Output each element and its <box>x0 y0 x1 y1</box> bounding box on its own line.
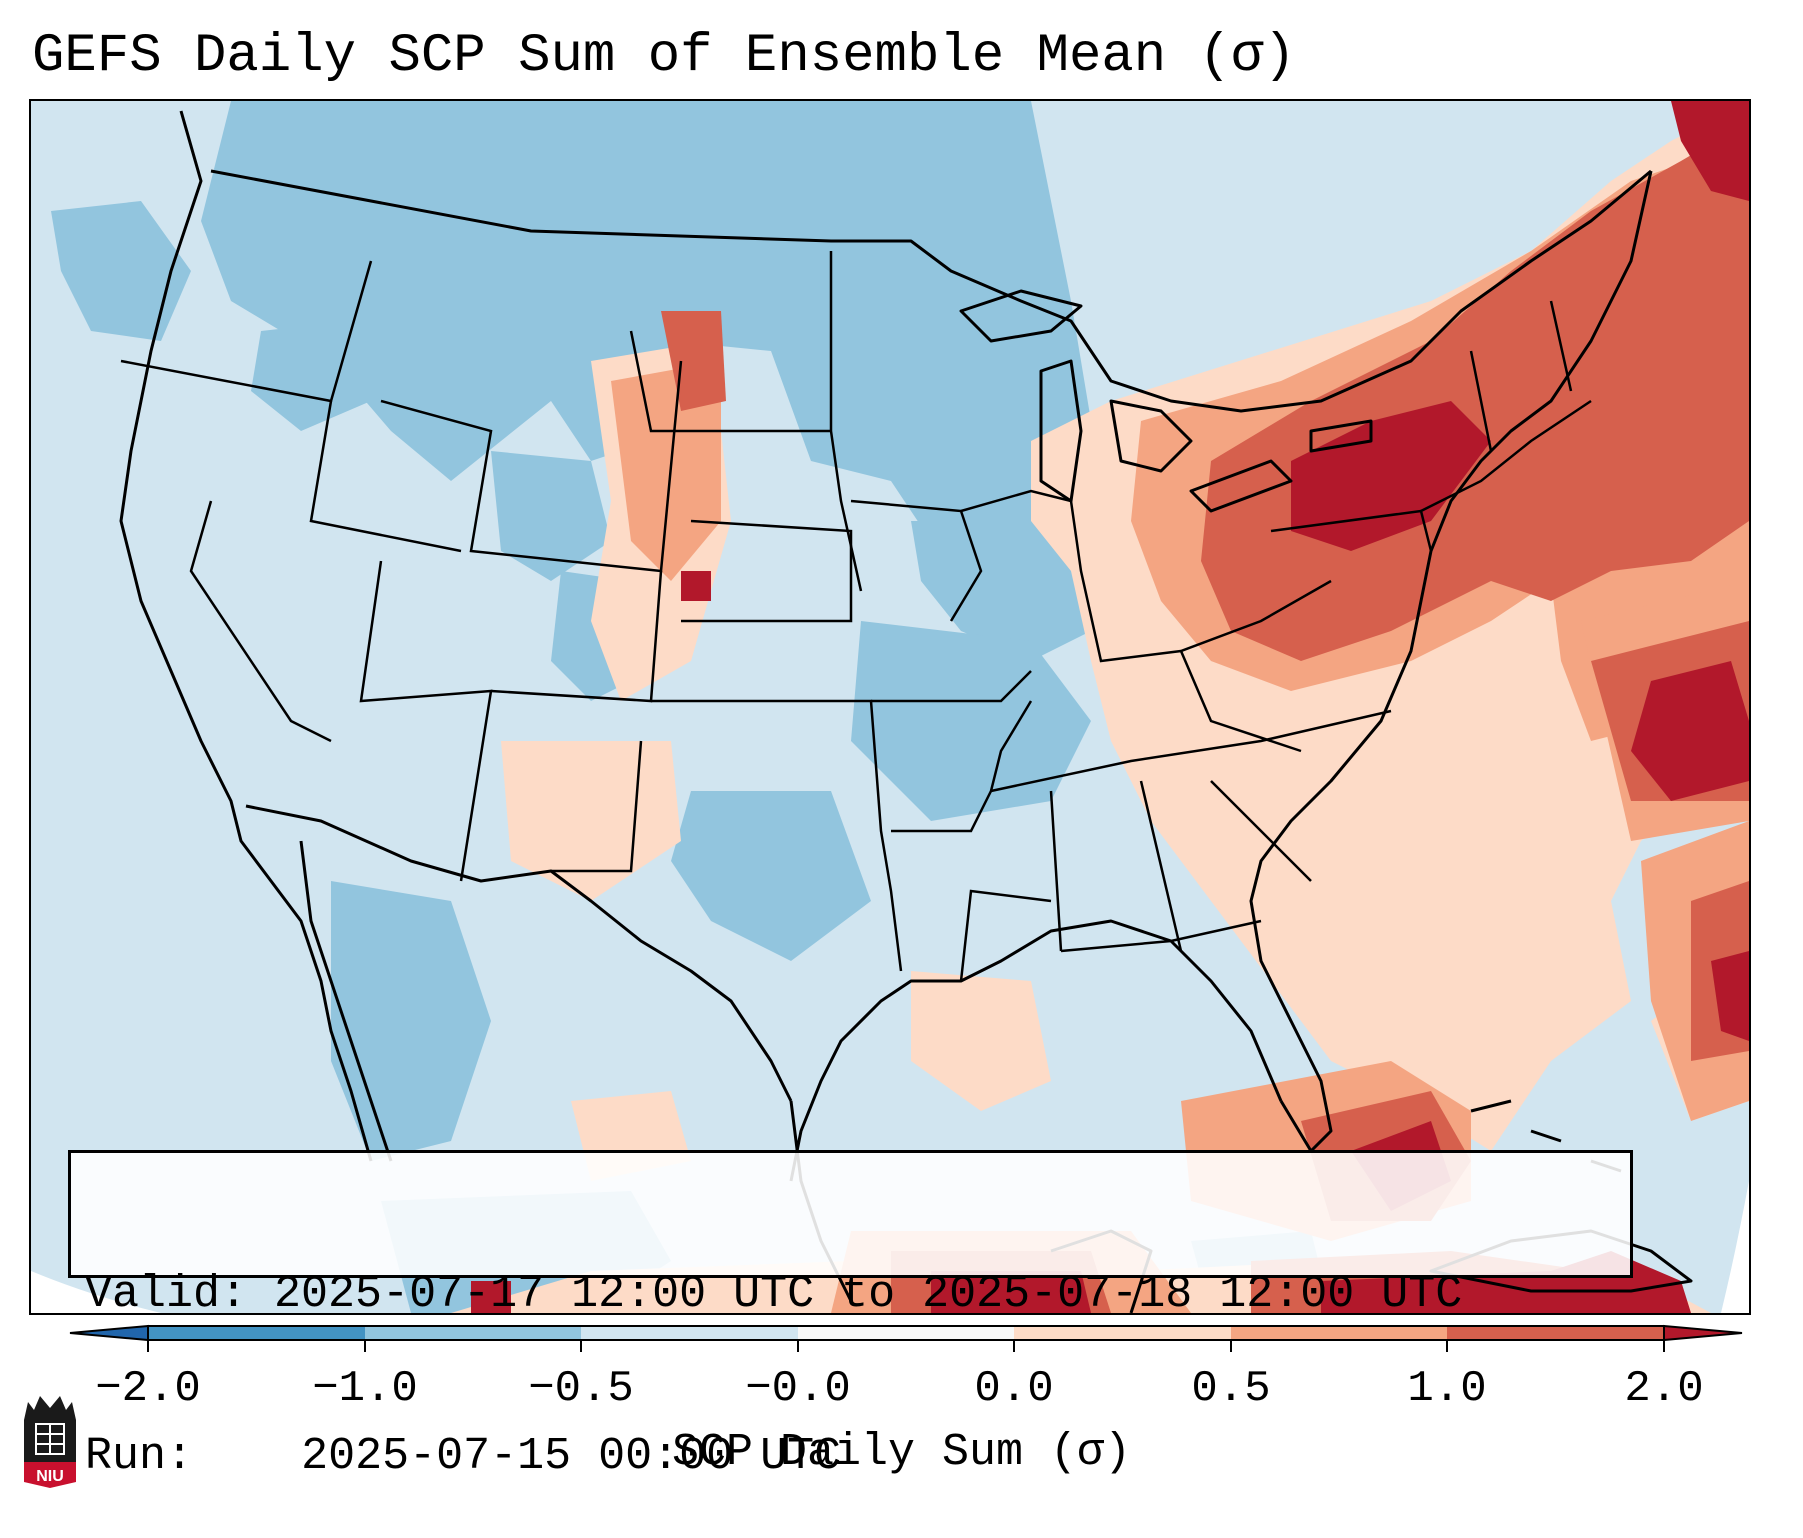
colorbar-bin-1 <box>365 1326 581 1340</box>
map-title: GEFS Daily SCP Sum of Ensemble Mean (σ) <box>32 26 1296 87</box>
valid-label: Valid: <box>85 1269 248 1320</box>
colorbar-bin-6 <box>1447 1326 1664 1340</box>
run-row: Run: 2025-07-15 00:00 UTC <box>85 1430 1630 1484</box>
valid-run-info-box: Valid: 2025-07-17 12:00 UTC to 2025-07-1… <box>68 1150 1633 1482</box>
atlantic-coastline <box>1249 170 1653 1153</box>
lake-ontario <box>1309 419 1373 453</box>
colorbar-bin-3 <box>798 1326 1014 1340</box>
niu-logo: NIU <box>24 1396 76 1488</box>
lake-erie <box>1189 459 1293 513</box>
us-mexico-border <box>245 804 793 1102</box>
run-label: Run: <box>85 1431 194 1482</box>
valid-value: 2025-07-17 12:00 UTC to 2025-07-18 12:00… <box>274 1269 1463 1320</box>
lake-superior <box>959 289 1083 343</box>
colorbar-bin-5 <box>1231 1326 1447 1340</box>
colorbar-over-arrow <box>1663 1324 1743 1342</box>
lake-michigan <box>1039 359 1083 503</box>
logo-shield <box>24 1462 76 1488</box>
tick-label-3: −0.0 <box>745 1364 851 1414</box>
tick-label-6: 1.0 <box>1407 1364 1487 1414</box>
colorbar-label: SCP Daily Sum (σ) <box>671 1427 1132 1478</box>
colorbar-ticks <box>147 1340 1665 1352</box>
colorbar-bin-2 <box>581 1326 798 1340</box>
map-svg <box>31 101 1749 1313</box>
colorbar <box>69 1324 1743 1352</box>
tick-label-0: −2.0 <box>95 1364 201 1414</box>
colorbar-outline <box>147 1325 1665 1341</box>
state-lines <box>120 251 1592 982</box>
logo-text: NIU <box>36 1468 64 1485</box>
tick-label-2: −0.5 <box>528 1364 634 1414</box>
projection-edge <box>31 1271 161 1313</box>
tick-label-4: 0.0 <box>974 1364 1054 1414</box>
colorbar-bin-0 <box>148 1326 365 1340</box>
baja-coastline <box>299 840 393 1162</box>
scp-map <box>29 99 1751 1315</box>
gulf-coastline <box>789 919 1283 1182</box>
us-canada-border <box>210 169 1652 413</box>
pacific-coastline <box>119 110 373 1162</box>
projection-edge-right <box>1721 1181 1749 1313</box>
lake-huron <box>1109 399 1193 473</box>
run-value: 2025-07-15 00:00 UTC <box>301 1431 842 1482</box>
colorbar-under-arrow <box>69 1324 149 1342</box>
colorbar-bin-4 <box>1014 1326 1231 1340</box>
tick-label-7: 2.0 <box>1624 1364 1704 1414</box>
valid-row: Valid: 2025-07-17 12:00 UTC to 2025-07-1… <box>85 1268 1630 1322</box>
tick-label-1: −1.0 <box>312 1364 418 1414</box>
tick-label-5: 0.5 <box>1191 1364 1271 1414</box>
